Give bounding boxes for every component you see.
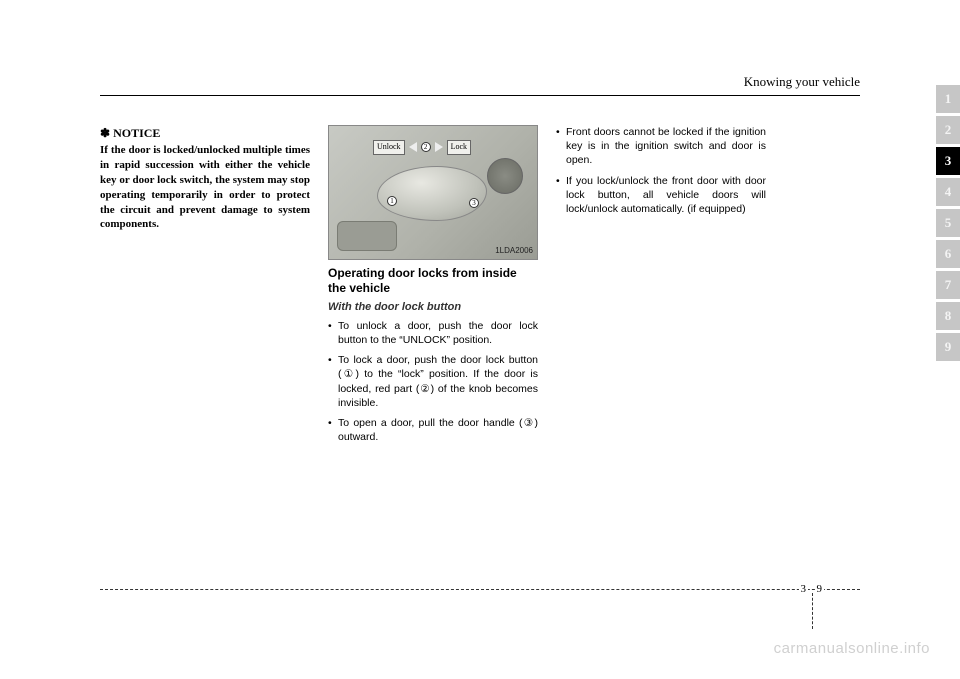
watermark: carmanualsonline.info xyxy=(774,640,930,657)
section-tab-8: 8 xyxy=(936,302,960,330)
notice-body: If the door is locked/unlocked multiple … xyxy=(100,143,310,232)
figure-number-2: 2 xyxy=(421,142,431,152)
col2-bullet-3: To open a door, pull the door handle (③)… xyxy=(328,416,538,444)
section-tab-2: 2 xyxy=(936,116,960,144)
speaker-shape xyxy=(487,158,523,194)
footer-chapter: 3 xyxy=(799,583,809,595)
figure-code: 1LDA2006 xyxy=(495,246,533,257)
notice-title-text: NOTICE xyxy=(113,126,160,140)
content-columns: ✽ NOTICE If the door is locked/unlocked … xyxy=(100,125,860,450)
page-content: Knowing your vehicle ✽ NOTICE If the doo… xyxy=(100,70,860,610)
col3-bullet-2: If you lock/unlock the front door with d… xyxy=(556,174,766,217)
section-tab-5: 5 xyxy=(936,209,960,237)
figure-label-row: Unlock 2 Lock xyxy=(373,140,471,155)
section-tab-6: 6 xyxy=(936,240,960,268)
column-1: ✽ NOTICE If the door is locked/unlocked … xyxy=(100,125,310,450)
section-tab-7: 7 xyxy=(936,271,960,299)
with-door-subheading: With the door lock button xyxy=(328,300,538,315)
figure-number-1: 1 xyxy=(387,196,397,206)
column-2: Unlock 2 Lock 1 3 1LDA2006 Operating doo… xyxy=(328,125,538,450)
door-handle-shape xyxy=(377,166,487,221)
section-tab-3: 3 xyxy=(936,147,960,175)
footer-page: 9 xyxy=(815,583,825,595)
lock-label: Lock xyxy=(447,140,471,155)
arrow-right-icon xyxy=(435,142,443,152)
section-title: Knowing your vehicle xyxy=(744,74,860,90)
operating-heading: Operating door locks from inside the veh… xyxy=(328,266,538,296)
section-tab-4: 4 xyxy=(936,178,960,206)
section-tab-1: 1 xyxy=(936,85,960,113)
section-tabs: 1 2 3 4 5 6 7 8 9 xyxy=(936,85,960,364)
header-rule xyxy=(100,95,860,96)
unlock-label: Unlock xyxy=(373,140,405,155)
notice-mark: ✽ xyxy=(100,126,110,140)
door-figure: Unlock 2 Lock 1 3 1LDA2006 xyxy=(328,125,538,260)
col2-bullet-1: To unlock a door, push the door lock but… xyxy=(328,319,538,347)
footer-vertical-dashes xyxy=(812,593,813,629)
col2-bullet-2: To lock a door, push the door lock butto… xyxy=(328,353,538,410)
armrest-shape xyxy=(337,221,397,251)
notice-heading: ✽ NOTICE xyxy=(100,125,310,141)
col3-bullet-1: Front doors cannot be locked if the igni… xyxy=(556,125,766,168)
column-3: Front doors cannot be locked if the igni… xyxy=(556,125,766,450)
footer-rule xyxy=(100,589,860,590)
footer: 3 9 xyxy=(100,589,860,629)
figure-number-3: 3 xyxy=(469,198,479,208)
arrow-left-icon xyxy=(409,142,417,152)
section-tab-9: 9 xyxy=(936,333,960,361)
